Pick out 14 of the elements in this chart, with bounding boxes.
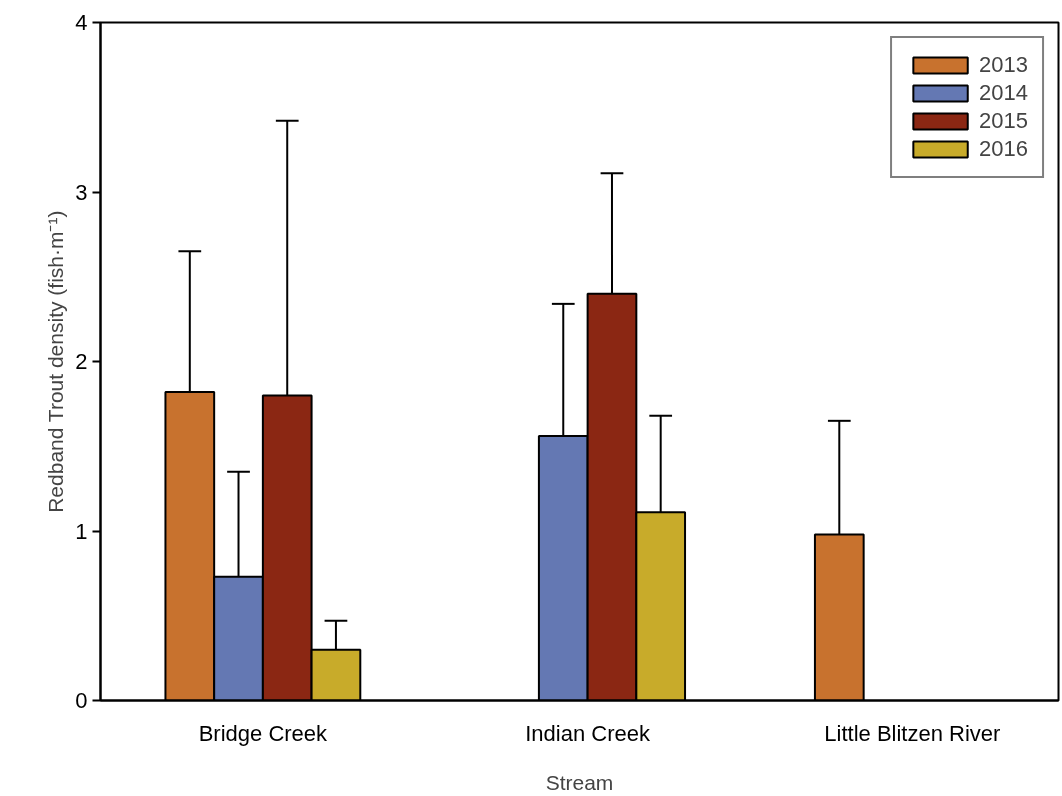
legend-label: 2016 — [979, 136, 1028, 162]
x-tick-label: Bridge Creek — [198, 720, 329, 746]
x-tick-label: Indian Creek — [525, 720, 651, 746]
y-tick-label: 4 — [75, 10, 88, 35]
legend-label: 2015 — [979, 108, 1028, 134]
x-axis-title: Stream — [545, 770, 614, 794]
y-axis-title: Redband Trout density (fish·m⁻¹) — [44, 210, 68, 513]
legend-label: 2014 — [979, 80, 1028, 106]
x-tick-label: Little Blitzen River — [824, 720, 1001, 746]
legend-label: 2013 — [979, 52, 1028, 78]
y-tick-label: 0 — [75, 688, 88, 713]
y-tick-label: 3 — [75, 179, 88, 205]
y-tick-label: 2 — [75, 349, 88, 374]
y-tick-label: 1 — [75, 518, 88, 544]
